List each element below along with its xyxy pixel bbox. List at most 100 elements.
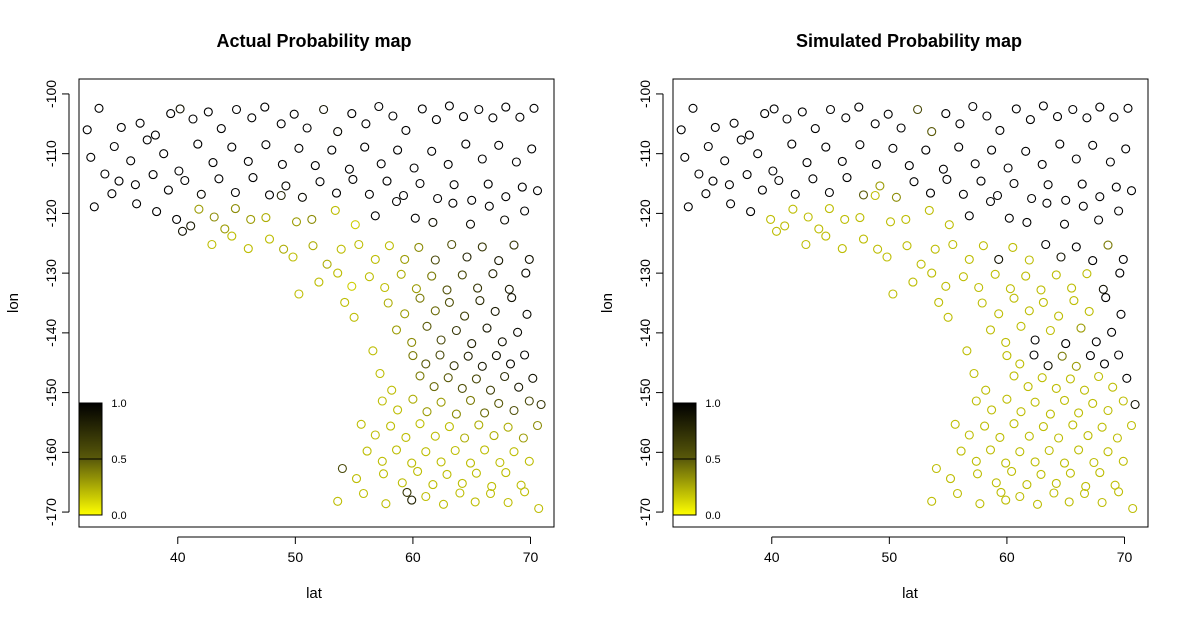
data-point: [276, 119, 286, 129]
data-point: [964, 211, 974, 221]
data-point: [1069, 296, 1079, 306]
data-point: [782, 114, 792, 124]
data-point: [505, 359, 516, 369]
data-point: [391, 196, 402, 207]
data-point: [524, 396, 534, 406]
data-point: [415, 371, 425, 381]
data-point: [802, 158, 812, 168]
data-point: [1097, 422, 1107, 432]
data-point: [916, 259, 926, 269]
y-tick-label: -170: [43, 498, 59, 526]
data-point: [331, 188, 342, 198]
data-point: [982, 111, 992, 121]
data-point: [408, 394, 418, 404]
data-point: [378, 469, 389, 479]
data-point: [475, 296, 485, 306]
data-point: [985, 325, 996, 335]
data-point: [962, 346, 972, 356]
data-point: [207, 239, 217, 250]
data-point: [482, 323, 492, 333]
data-point: [421, 491, 431, 502]
data-point: [1105, 157, 1115, 167]
data-point: [471, 468, 481, 478]
data-point: [347, 109, 357, 119]
data-point: [532, 420, 543, 431]
data-point: [503, 422, 513, 432]
y-tick-label: -100: [637, 80, 653, 108]
plot-frame: [672, 78, 1149, 528]
data-point: [995, 125, 1005, 135]
data-point: [1042, 198, 1052, 208]
data-point: [520, 350, 530, 360]
data-point: [467, 339, 477, 349]
data-point: [1064, 497, 1074, 507]
y-tick-label: -140: [637, 319, 653, 347]
data-point: [1032, 499, 1043, 509]
data-point: [463, 351, 473, 361]
data-point: [1103, 447, 1113, 457]
data-point: [465, 458, 476, 468]
data-point: [1051, 478, 1061, 488]
data-point: [528, 373, 538, 383]
data-point: [924, 205, 934, 215]
data-point: [992, 190, 1003, 201]
data-point: [504, 284, 514, 294]
data-point: [1130, 399, 1140, 410]
data-point: [1037, 159, 1047, 169]
data-point: [436, 335, 446, 345]
data-point: [491, 351, 501, 361]
data-point: [148, 170, 158, 180]
data-point: [364, 272, 374, 282]
data-point: [457, 270, 467, 280]
data-point: [902, 241, 912, 251]
data-point: [1126, 186, 1137, 196]
data-point: [994, 309, 1004, 319]
data-point: [842, 173, 852, 183]
y-tick-label: -160: [637, 438, 653, 466]
data-point: [422, 407, 432, 417]
data-point: [297, 192, 307, 202]
data-point: [934, 297, 944, 307]
data-point: [494, 256, 504, 266]
data-point: [396, 269, 406, 279]
data-point: [996, 487, 1006, 497]
data-point: [824, 204, 834, 214]
data-point: [483, 179, 493, 189]
data-point: [1003, 163, 1013, 173]
data-point: [991, 478, 1001, 488]
data-point: [391, 445, 402, 455]
data-point: [485, 488, 496, 499]
data-point: [1036, 469, 1046, 479]
data-point: [927, 496, 937, 506]
data-point: [386, 421, 396, 431]
data-point: [1065, 468, 1075, 478]
data-point: [494, 140, 504, 150]
data-point: [188, 114, 198, 124]
data-point: [393, 405, 403, 415]
data-point: [978, 241, 988, 251]
data-point: [380, 282, 390, 293]
data-point: [729, 118, 739, 128]
data-point: [995, 432, 1005, 442]
data-point: [450, 445, 460, 456]
data-point: [427, 271, 437, 281]
data-point: [401, 125, 411, 135]
data-point: [327, 145, 337, 155]
data-point: [227, 142, 237, 152]
data-point: [438, 499, 449, 509]
data-point: [1055, 139, 1065, 149]
data-point: [1057, 351, 1067, 361]
data-point: [520, 487, 530, 497]
data-point: [529, 103, 539, 113]
data-point: [174, 166, 184, 176]
data-point: [517, 182, 527, 192]
y-tick-label: -170: [637, 498, 653, 526]
data-point: [909, 177, 919, 187]
data-point: [520, 206, 530, 216]
y-tick-label: -100: [43, 80, 59, 108]
data-point: [1023, 382, 1033, 392]
data-point: [402, 487, 412, 497]
data-point: [753, 149, 763, 159]
data-point: [1052, 112, 1063, 122]
data-point: [925, 188, 936, 198]
